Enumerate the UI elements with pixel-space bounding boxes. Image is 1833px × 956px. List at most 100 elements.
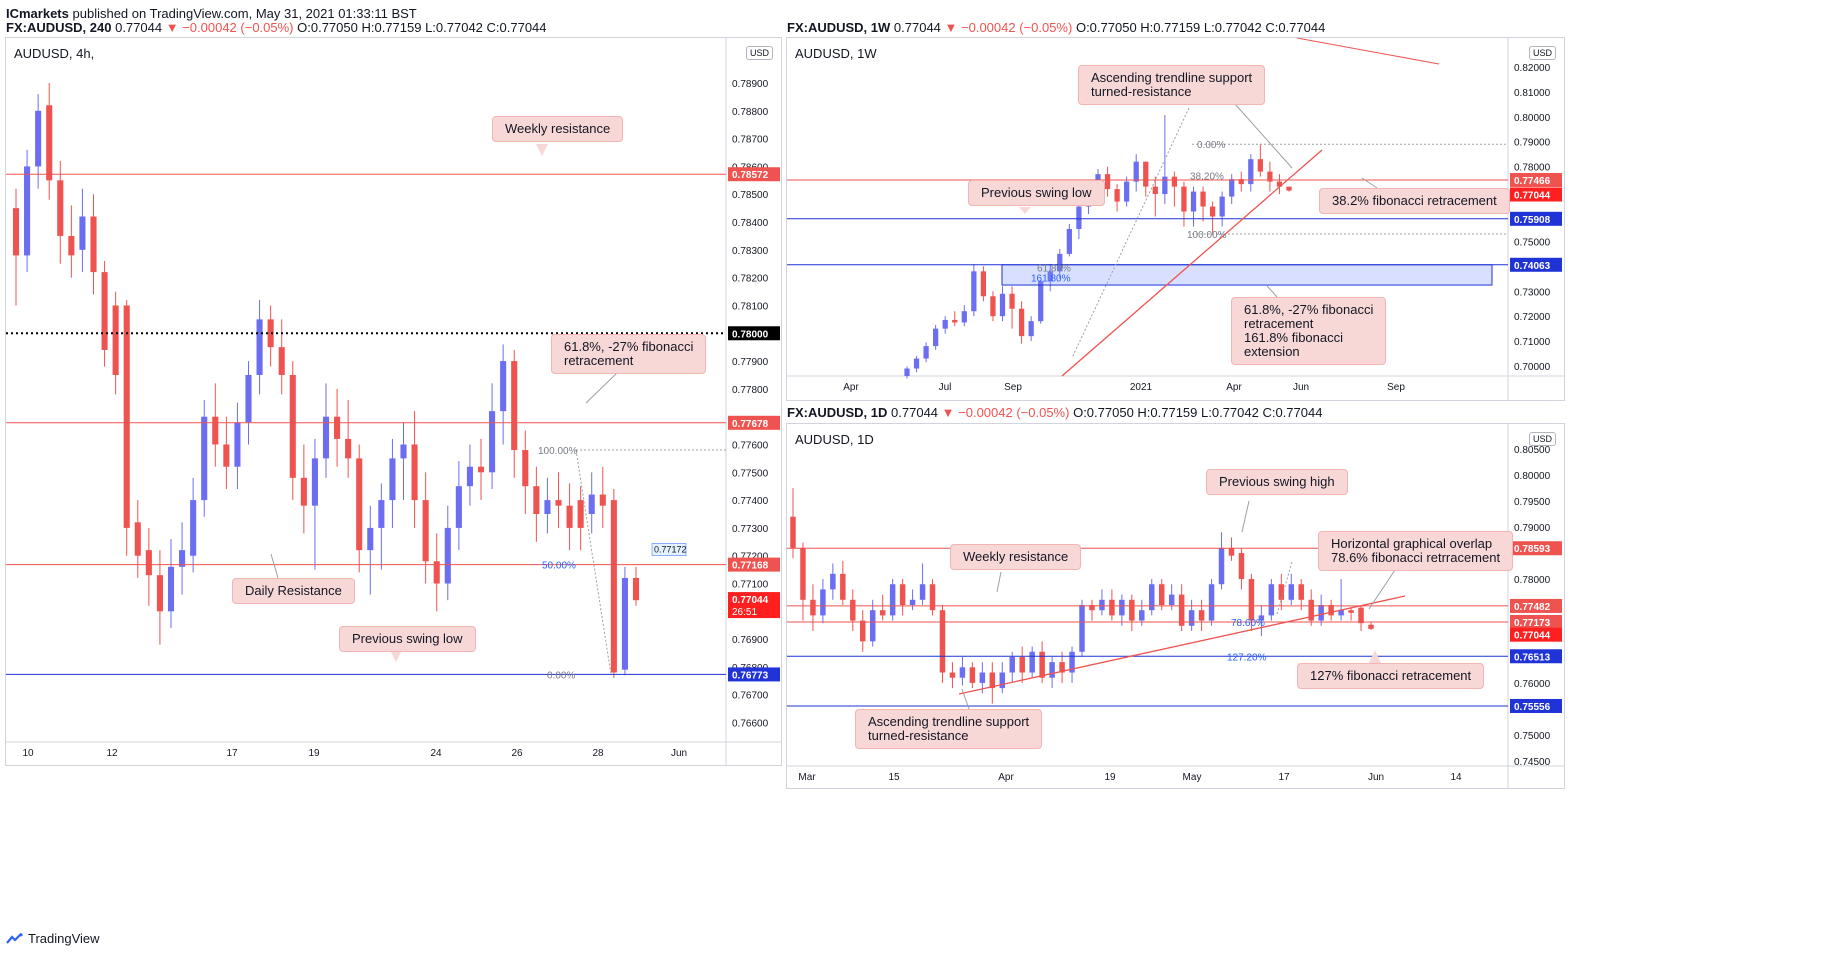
d1-x-tick: Apr bbox=[998, 772, 1014, 783]
d1-candle-body bbox=[1168, 594, 1175, 605]
w1-candle-body bbox=[1018, 308, 1025, 337]
h4-label-r2: 0.78000 bbox=[732, 329, 769, 340]
h4-candle-body bbox=[322, 416, 330, 459]
h4-candle-body bbox=[300, 477, 307, 506]
publisher-name[interactable]: ICmarkets bbox=[6, 6, 69, 21]
h4-swing-pointer bbox=[390, 650, 402, 662]
w1-candle-body bbox=[1248, 159, 1254, 185]
h4-candle-body bbox=[489, 411, 496, 473]
h4-chart-title: AUDUSD, 4h, bbox=[14, 46, 95, 61]
w1-y-tick: 0.82000 bbox=[1514, 63, 1551, 74]
w1-label-b1-bg bbox=[1510, 211, 1562, 226]
d1-candle-body bbox=[969, 667, 976, 683]
publish-line: ICmarkets published on TradingView.com, … bbox=[6, 6, 417, 21]
w1-candle-body bbox=[1152, 186, 1158, 195]
h4-chart-svg[interactable]: 0.789000.788000.787000.786000.785000.784… bbox=[6, 38, 781, 765]
d1-label-r3-bg bbox=[1510, 614, 1562, 629]
d1-candle-body bbox=[1009, 656, 1015, 673]
h4-y-tick: 0.76600 bbox=[732, 719, 769, 730]
d1-candle-body bbox=[989, 672, 996, 689]
d1-y-tick: 0.75000 bbox=[1514, 731, 1551, 742]
w1-candle-body bbox=[1190, 191, 1197, 212]
w1-candle-body bbox=[1286, 186, 1292, 191]
d1-candle-body bbox=[1119, 599, 1125, 616]
d1-candle-body bbox=[820, 589, 826, 616]
h4-candle-body bbox=[544, 500, 551, 514]
d1-chart-svg[interactable]: 0.80500 0.80000 0.79500 0.79000 0.78000 0.760… bbox=[787, 424, 1564, 788]
h4-candle-body bbox=[533, 486, 540, 514]
w1-upper-trendline bbox=[1296, 38, 1440, 65]
w1-label-b2: 0.74063 bbox=[1514, 261, 1551, 272]
h4-y-tick: 0.77800 bbox=[732, 385, 769, 396]
h4-chart-panel[interactable]: 0.789000.788000.787000.786000.785000.784… bbox=[5, 37, 782, 766]
d1-candle-body bbox=[1368, 624, 1374, 629]
h4-x-tick: 24 bbox=[430, 748, 442, 759]
h4-candle-body bbox=[610, 500, 617, 673]
w1-fib-1618-label: 161.80% bbox=[1031, 274, 1071, 285]
h4-candle-body bbox=[90, 216, 97, 273]
d1-fib127-pointer bbox=[1369, 650, 1381, 663]
w1-x-tick: Jun bbox=[1293, 382, 1309, 393]
w1-candle-body bbox=[1038, 281, 1044, 322]
d1-weekly-resistance-note: Weekly resistance bbox=[950, 544, 1082, 570]
h4-y-tick: 0.78900 bbox=[732, 79, 769, 90]
d1-y-tick: 0.80500 bbox=[1514, 445, 1551, 456]
w1-candle-body bbox=[913, 358, 920, 369]
d1-x-tick: 19 bbox=[1104, 772, 1116, 783]
w1-x-tick: Sep bbox=[1004, 382, 1022, 393]
w1-candle-body bbox=[1257, 159, 1263, 172]
d1-chart-panel[interactable]: 0.80500 0.80000 0.79500 0.79000 0.78000 0.760… bbox=[786, 423, 1565, 789]
h4-symbol: FX:AUDUSD, 240 bbox=[6, 20, 112, 35]
h4-y-tick: 0.78700 bbox=[732, 135, 769, 146]
tradingview-brand[interactable]: TradingView bbox=[6, 931, 100, 946]
h4-y-tick: 0.78800 bbox=[732, 107, 769, 118]
h4-candle-body bbox=[190, 500, 197, 556]
h4-candle-body bbox=[134, 522, 141, 556]
w1-chart-panel[interactable]: 0.82000 0.81000 0.80000 0.79000 0.78000 0.750… bbox=[786, 37, 1565, 401]
h4-y-tick: 0.76900 bbox=[732, 635, 769, 646]
d1-y-tick: 0.76000 bbox=[1514, 679, 1551, 690]
h4-currency: USD bbox=[746, 46, 774, 60]
h4-candle-body bbox=[411, 444, 418, 501]
h4-fib-diagonal bbox=[575, 449, 612, 675]
w1-candle-body bbox=[961, 311, 967, 323]
h4-y-tick: 0.77600 bbox=[732, 440, 769, 451]
h4-fib-100-label: 100.00% bbox=[538, 446, 578, 457]
d1-candle-body bbox=[1099, 599, 1105, 611]
w1-candle-body bbox=[1066, 228, 1072, 254]
d1-candle-body bbox=[1139, 610, 1145, 621]
h4-y-tick: 0.78200 bbox=[732, 274, 769, 285]
h4-candle-body bbox=[278, 347, 285, 375]
d1-candle-body bbox=[1129, 599, 1135, 621]
w1-previous-swing-low-note: Previous swing low bbox=[968, 180, 1105, 206]
w1-chart-svg[interactable]: 0.82000 0.81000 0.80000 0.79000 0.78000 0.750… bbox=[787, 38, 1564, 400]
d1-candle-body bbox=[1029, 651, 1035, 673]
d1-label-current-bg bbox=[1510, 627, 1562, 642]
h4-change: ▼ −0.00042 (−0.05%) bbox=[165, 20, 294, 35]
h4-candle-body bbox=[112, 305, 119, 375]
h4-y-tick: 0.76700 bbox=[732, 691, 769, 702]
d1-ascending-trendline bbox=[958, 595, 1406, 695]
h4-candle-body bbox=[356, 458, 363, 551]
d1-candle-body bbox=[999, 672, 1006, 689]
d1-candle-body bbox=[1069, 651, 1075, 673]
h4-candle-body bbox=[455, 486, 462, 528]
w1-chart-title: AUDUSD, 1W bbox=[795, 46, 877, 61]
h4-candle-body bbox=[566, 505, 573, 528]
h4-candle-body bbox=[35, 110, 42, 167]
h4-candle-body bbox=[57, 180, 64, 236]
h4-y-tick: 0.77300 bbox=[732, 524, 769, 535]
d1-label-r1-bg bbox=[1510, 541, 1562, 556]
d1-y-tick: 0.80000 bbox=[1514, 471, 1551, 482]
h4-y-tick: 0.77500 bbox=[732, 468, 769, 479]
w1-label-current-bg bbox=[1510, 187, 1562, 202]
w1-fib618-pointer bbox=[1266, 285, 1278, 298]
d1-candle-body bbox=[1288, 584, 1295, 600]
h4-previous-swing-low-note: Previous swing low bbox=[339, 626, 476, 652]
d1-candle-body bbox=[1188, 610, 1195, 626]
w1-fib-382-label: 38.20% bbox=[1190, 171, 1224, 182]
h4-ohlc: O:0.77050 H:0.77159 L:0.77042 C:0.77044 bbox=[297, 20, 547, 35]
h4-candle-body bbox=[223, 444, 230, 467]
h4-x-tick: 17 bbox=[226, 748, 238, 759]
d1-candle-body bbox=[860, 620, 866, 642]
